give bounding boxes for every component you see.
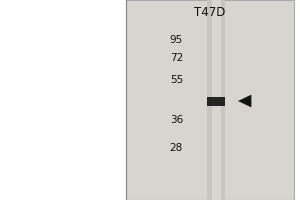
Bar xyxy=(207,0,225,200)
Bar xyxy=(126,0,294,200)
Text: 36: 36 xyxy=(170,115,183,125)
Text: 28: 28 xyxy=(170,143,183,153)
Text: 95: 95 xyxy=(170,35,183,45)
Bar xyxy=(207,97,225,106)
Text: 72: 72 xyxy=(170,53,183,63)
Polygon shape xyxy=(238,95,251,107)
Bar xyxy=(212,0,220,200)
Text: 55: 55 xyxy=(170,75,183,85)
Text: T47D: T47D xyxy=(194,5,226,19)
